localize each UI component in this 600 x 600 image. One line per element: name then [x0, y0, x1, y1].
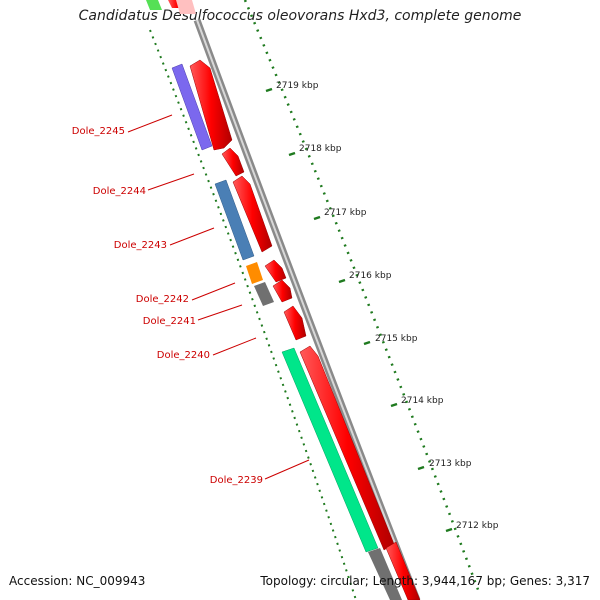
scale-label: 2714 kbp	[401, 396, 444, 406]
scale-label: 2717 kbp	[324, 208, 367, 218]
scale-label: 2716 kbp	[349, 271, 392, 281]
gene-label: Dole_2242	[136, 294, 189, 305]
gene-gray-bottom	[368, 548, 402, 600]
gene-Dole_2239	[281, 347, 379, 553]
scale-label: 2712 kbp	[456, 521, 499, 531]
gene-arrow-8	[385, 541, 421, 600]
scale-label: 2719 kbp	[276, 81, 319, 91]
gene-pink-partial	[176, 0, 196, 14]
gene-label: Dole_2244	[93, 186, 146, 197]
gene-label: Dole_2241	[143, 316, 196, 327]
gene-arrow-5	[272, 279, 293, 303]
gene-arrow-4	[264, 259, 287, 283]
gene-arrow-1	[189, 59, 233, 151]
scale-label: 2713 kbp	[429, 459, 472, 469]
gene-Dole_2241	[254, 282, 274, 306]
gene-Dole_2245	[171, 63, 213, 151]
scale-label: 2715 kbp	[375, 334, 418, 344]
gene-Dole_2243	[214, 179, 255, 261]
scale-labels: 2719 kbp 2718 kbp 2717 kbp 2716 kbp 2715…	[276, 81, 499, 531]
gene-label: Dole_2245	[72, 126, 125, 137]
gene-arrow-2	[221, 147, 245, 177]
gene-lightgreen-partial	[146, 0, 162, 10]
gene-arrow-3	[232, 175, 273, 253]
inner-tick-guide	[149, 29, 357, 600]
scale-tick-marks	[265, 87, 453, 533]
genome-backbone	[193, 18, 421, 600]
gene-labels: Dole_2245 Dole_2244 Dole_2243 Dole_2242 …	[72, 126, 263, 486]
label-leaders	[127, 114, 310, 480]
gene-arrow-7	[299, 345, 395, 551]
accession-text: Accession: NC_009943	[9, 574, 146, 588]
scale-label: 2718 kbp	[299, 144, 342, 154]
gene-arrow-6	[283, 305, 307, 341]
reverse-genes	[146, 0, 402, 600]
gene-label: Dole_2243	[114, 240, 167, 251]
forward-genes	[168, 0, 421, 600]
genome-summary-text: Topology: circular; Length: 3,944,167 bp…	[260, 574, 590, 588]
gene-Dole_2242	[246, 262, 263, 284]
gene-label: Dole_2240	[157, 350, 210, 361]
gene-label: Dole_2239	[210, 475, 263, 486]
